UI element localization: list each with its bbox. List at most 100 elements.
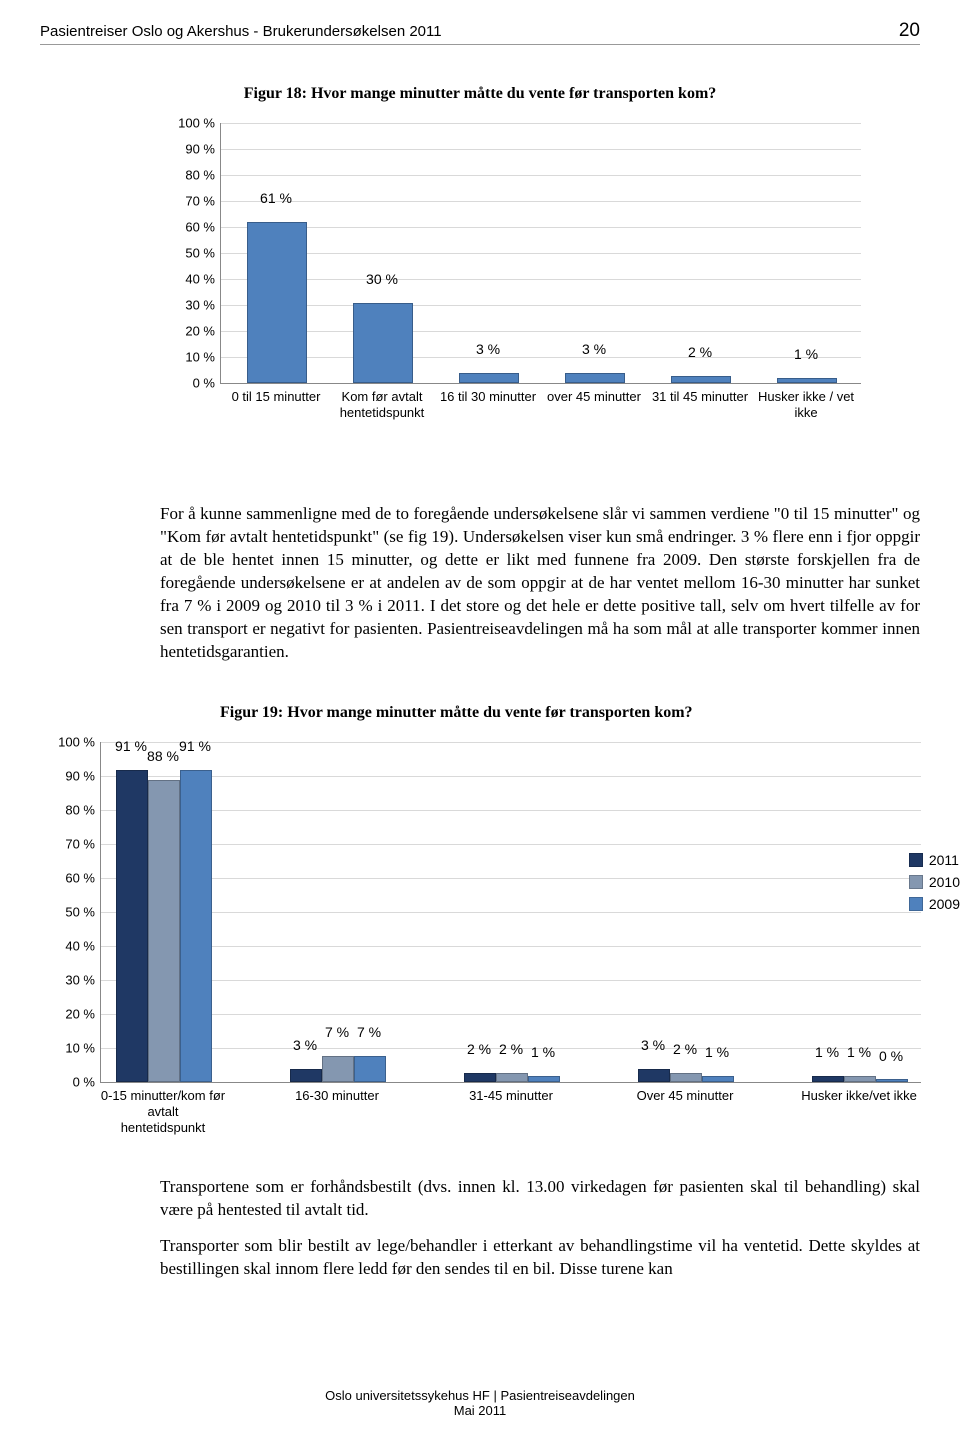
bar-value-label: 2 % <box>499 1041 523 1057</box>
x-tick-label: Kom før avtalthentetidspunkt <box>327 383 437 422</box>
y-tick-label: 40 % <box>185 272 221 287</box>
y-tick-label: 40 % <box>65 938 101 953</box>
fig19-legend: 2011 2010 2009 <box>909 852 960 918</box>
gridline <box>221 305 861 306</box>
bar <box>464 1073 496 1082</box>
legend-swatch <box>909 853 923 867</box>
gridline <box>101 980 921 981</box>
y-tick-label: 10 % <box>65 1040 101 1055</box>
bar-value-label: 1 % <box>705 1044 729 1060</box>
bar-value-label: 2 % <box>688 344 712 360</box>
bar <box>638 1069 670 1081</box>
bar-value-label: 7 % <box>357 1024 381 1040</box>
bar <box>290 1069 322 1081</box>
y-tick-label: 60 % <box>185 220 221 235</box>
bar-value-label: 3 % <box>293 1037 317 1053</box>
x-tick-label: 16 til 30 minutter <box>433 383 543 405</box>
fig18-chart: 0 % 10 % 20 % 30 % 40 % 50 % 60 % 70 % 80 % 90 % 1… <box>160 113 920 443</box>
fig19-title: Figur 19: Hvor mange minutter måtte du v… <box>220 704 920 722</box>
header-title: Pasientreiser Oslo og Akershus - Brukeru… <box>40 23 442 40</box>
x-tick-label: Husker ikke / vet ikke <box>751 383 861 422</box>
legend-item: 2010 <box>909 874 960 890</box>
legend-label: 2009 <box>929 896 960 912</box>
y-tick-label: 50 % <box>185 246 221 261</box>
paragraph-2: Transportene som er forhåndsbestilt (dvs… <box>160 1176 920 1222</box>
bar <box>844 1076 876 1081</box>
bar-value-label: 2 % <box>673 1041 697 1057</box>
bar-value-label: 1 % <box>794 346 818 362</box>
gridline <box>101 742 921 743</box>
bar <box>565 373 625 383</box>
bar-value-label: 88 % <box>147 748 179 764</box>
y-tick-label: 70 % <box>185 194 221 209</box>
bar <box>247 222 307 383</box>
x-tick-label: 0 til 15 minutter <box>221 383 331 405</box>
bar <box>812 1076 844 1081</box>
x-tick-label: 0-15 minutter/kom før avtalthentetidspun… <box>88 1082 238 1137</box>
bar <box>322 1056 354 1082</box>
paragraph-1: For å kunne sammenligne med de to foregå… <box>160 503 920 664</box>
fig19-plot-area: 0 %10 %20 %30 %40 %50 %60 %70 %80 %90 %1… <box>100 742 921 1083</box>
y-tick-label: 20 % <box>65 1006 101 1021</box>
bar <box>459 373 519 383</box>
bar-value-label: 0 % <box>879 1048 903 1064</box>
body-block-1: For å kunne sammenligne med de to foregå… <box>160 503 920 664</box>
legend-swatch <box>909 875 923 889</box>
gridline <box>221 357 861 358</box>
bar <box>876 1079 908 1082</box>
legend-label: 2011 <box>929 852 959 868</box>
bar <box>671 376 731 383</box>
bar-value-label: 91 % <box>115 738 147 754</box>
gridline <box>221 175 861 176</box>
y-tick-label: 20 % <box>185 324 221 339</box>
fig19-chart: 0 %10 %20 %30 %40 %50 %60 %70 %80 %90 %1… <box>40 732 960 1152</box>
page-header: Pasientreiser Oslo og Akershus - Brukeru… <box>40 20 920 45</box>
gridline <box>221 253 861 254</box>
paragraph-3: Transporter som blir bestilt av lege/beh… <box>160 1235 920 1281</box>
y-tick-label: 100 % <box>58 734 101 749</box>
y-tick-label: 100 % <box>178 116 221 131</box>
bar-value-label: 2 % <box>467 1041 491 1057</box>
bar <box>148 780 180 1081</box>
bar-value-label: 1 % <box>531 1044 555 1060</box>
gridline <box>101 810 921 811</box>
y-tick-label: 30 % <box>185 298 221 313</box>
x-tick-label: 16-30 minutter <box>262 1082 412 1104</box>
legend-item: 2011 <box>909 852 960 868</box>
legend-swatch <box>909 897 923 911</box>
legend-item: 2009 <box>909 896 960 912</box>
gridline <box>101 946 921 947</box>
bar-value-label: 1 % <box>815 1044 839 1060</box>
y-tick-label: 10 % <box>185 350 221 365</box>
y-tick-label: 90 % <box>65 768 101 783</box>
y-tick-label: 90 % <box>185 142 221 157</box>
x-tick-label: 31 til 45 minutter <box>645 383 755 405</box>
x-tick-label: Over 45 minutter <box>610 1082 760 1104</box>
y-tick-label: 50 % <box>65 904 101 919</box>
x-tick-label: over 45 minutter <box>539 383 649 405</box>
gridline <box>221 201 861 202</box>
bar <box>528 1076 560 1081</box>
fig18-plot-area: 0 %10 %20 %30 %40 %50 %60 %70 %80 %90 %1… <box>220 123 861 384</box>
bar-value-label: 91 % <box>179 738 211 754</box>
bar-value-label: 3 % <box>476 341 500 357</box>
y-tick-label: 0 % <box>193 376 221 391</box>
bar-value-label: 3 % <box>582 341 606 357</box>
legend-label: 2010 <box>929 874 960 890</box>
x-tick-label: 31-45 minutter <box>436 1082 586 1104</box>
x-tick-label: Husker ikke/vet ikke <box>784 1082 934 1104</box>
footer-line-2: Mai 2011 <box>0 1403 960 1418</box>
bar-value-label: 30 % <box>366 271 398 287</box>
footer-line-1: Oslo universitetssykehus HF | Pasientrei… <box>0 1388 960 1403</box>
gridline <box>101 776 921 777</box>
gridline <box>221 227 861 228</box>
y-tick-label: 70 % <box>65 836 101 851</box>
gridline <box>221 149 861 150</box>
y-tick-label: 80 % <box>65 802 101 817</box>
body-block-2: Transportene som er forhåndsbestilt (dvs… <box>160 1176 920 1282</box>
page-number: 20 <box>899 20 920 42</box>
bar <box>180 770 212 1081</box>
y-tick-label: 30 % <box>65 972 101 987</box>
gridline <box>221 279 861 280</box>
y-tick-label: 80 % <box>185 168 221 183</box>
